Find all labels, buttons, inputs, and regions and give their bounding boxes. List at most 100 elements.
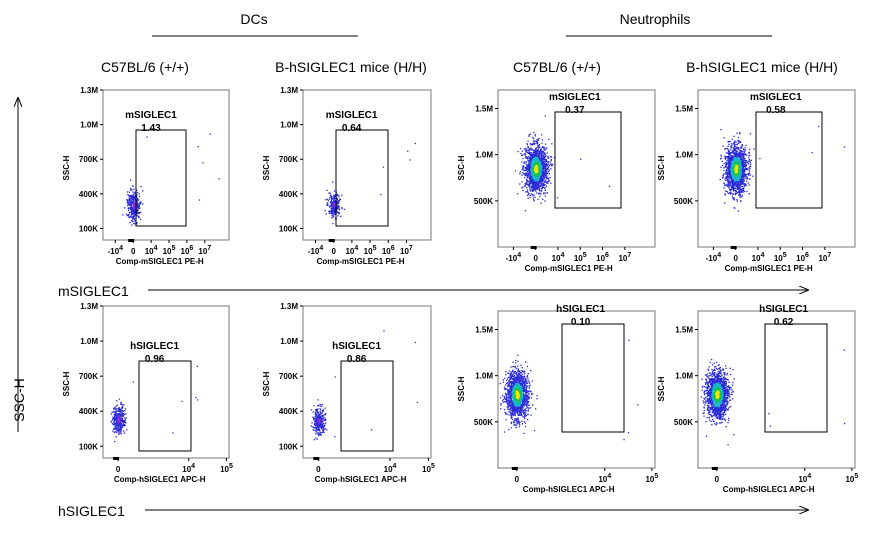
data-point xyxy=(733,136,734,137)
data-point xyxy=(551,156,552,157)
data-point xyxy=(748,155,749,156)
data-point xyxy=(505,384,506,385)
data-point xyxy=(527,157,528,158)
data-point xyxy=(134,215,135,216)
data-point xyxy=(742,144,743,145)
data-point xyxy=(543,164,544,165)
data-point xyxy=(749,159,750,160)
data-point xyxy=(114,441,115,442)
zero-marker xyxy=(128,239,134,242)
data-point xyxy=(547,152,548,153)
x-tick-label: 0 xyxy=(733,254,738,263)
data-point xyxy=(110,422,111,423)
data-point xyxy=(528,184,529,185)
zero-marker xyxy=(329,239,335,242)
data-point xyxy=(531,186,532,187)
data-point xyxy=(743,188,744,189)
data-point xyxy=(541,134,542,135)
data-point xyxy=(744,151,745,152)
data-point xyxy=(532,166,533,167)
data-point xyxy=(327,199,328,200)
data-point xyxy=(514,422,515,423)
data-point xyxy=(727,163,728,164)
data-point xyxy=(737,173,738,174)
x-tick-label: 104 xyxy=(145,245,158,256)
data-point xyxy=(727,148,728,149)
data-point xyxy=(320,412,321,413)
data-point xyxy=(380,194,381,195)
x-tick-label: 0 xyxy=(533,254,538,263)
data-point xyxy=(745,145,746,146)
data-point xyxy=(315,437,316,438)
data-point xyxy=(527,171,528,172)
data-point xyxy=(743,162,744,163)
gate-box xyxy=(756,112,822,208)
row-axis-label-hsiglec1: hSIGLEC1 xyxy=(58,503,125,519)
gate-box xyxy=(139,361,191,451)
data-point xyxy=(521,370,522,371)
data-point xyxy=(536,157,537,158)
data-point xyxy=(323,423,324,424)
data-point xyxy=(534,151,535,152)
data-point xyxy=(133,203,134,204)
data-point xyxy=(745,178,746,179)
data-point xyxy=(546,171,547,172)
data-point xyxy=(116,424,117,425)
data-point xyxy=(732,183,733,184)
data-point xyxy=(139,193,140,194)
data-point xyxy=(519,183,520,184)
data-point xyxy=(139,203,140,204)
data-point xyxy=(750,133,751,134)
data-point xyxy=(530,167,531,168)
data-point xyxy=(325,199,326,200)
data-point xyxy=(545,170,546,171)
data-point xyxy=(320,408,321,409)
data-point xyxy=(121,404,122,405)
data-point xyxy=(547,181,548,182)
data-point xyxy=(117,425,118,426)
x-tick-label: -104 xyxy=(308,245,324,256)
data-point xyxy=(759,158,760,159)
data-point xyxy=(319,423,320,424)
data-point xyxy=(118,413,119,414)
y-tick-label: 100K xyxy=(279,224,298,233)
data-point xyxy=(728,150,729,151)
data-point xyxy=(740,164,741,165)
data-point xyxy=(736,165,737,166)
data-point xyxy=(132,217,133,218)
data-point xyxy=(538,177,539,178)
data-point xyxy=(736,174,737,175)
data-point xyxy=(738,177,739,178)
data-point xyxy=(546,163,547,164)
data-point xyxy=(733,187,734,188)
data-point xyxy=(311,422,312,423)
data-point xyxy=(543,159,544,160)
data-point xyxy=(515,418,516,419)
data-point xyxy=(733,147,734,148)
x-tick-label: 104 xyxy=(384,463,397,474)
data-point xyxy=(134,204,135,205)
data-point xyxy=(526,164,527,165)
data-point xyxy=(728,166,729,167)
data-point xyxy=(725,162,726,163)
data-point xyxy=(535,154,536,155)
data-point xyxy=(730,153,731,154)
data-point xyxy=(746,155,747,156)
data-point xyxy=(737,188,738,189)
data-point xyxy=(112,431,113,432)
data-point xyxy=(114,419,115,420)
data-point xyxy=(325,210,326,211)
data-point xyxy=(748,163,749,164)
data-point xyxy=(539,168,540,169)
data-point xyxy=(126,214,127,215)
zero-marker xyxy=(731,246,737,249)
data-point xyxy=(736,151,737,152)
data-point xyxy=(139,213,140,214)
data-point xyxy=(722,161,723,162)
data-point xyxy=(738,210,739,211)
data-point xyxy=(522,190,523,191)
data-point xyxy=(727,177,728,178)
y-tick-label: 500K xyxy=(674,197,693,206)
data-point xyxy=(745,166,746,167)
